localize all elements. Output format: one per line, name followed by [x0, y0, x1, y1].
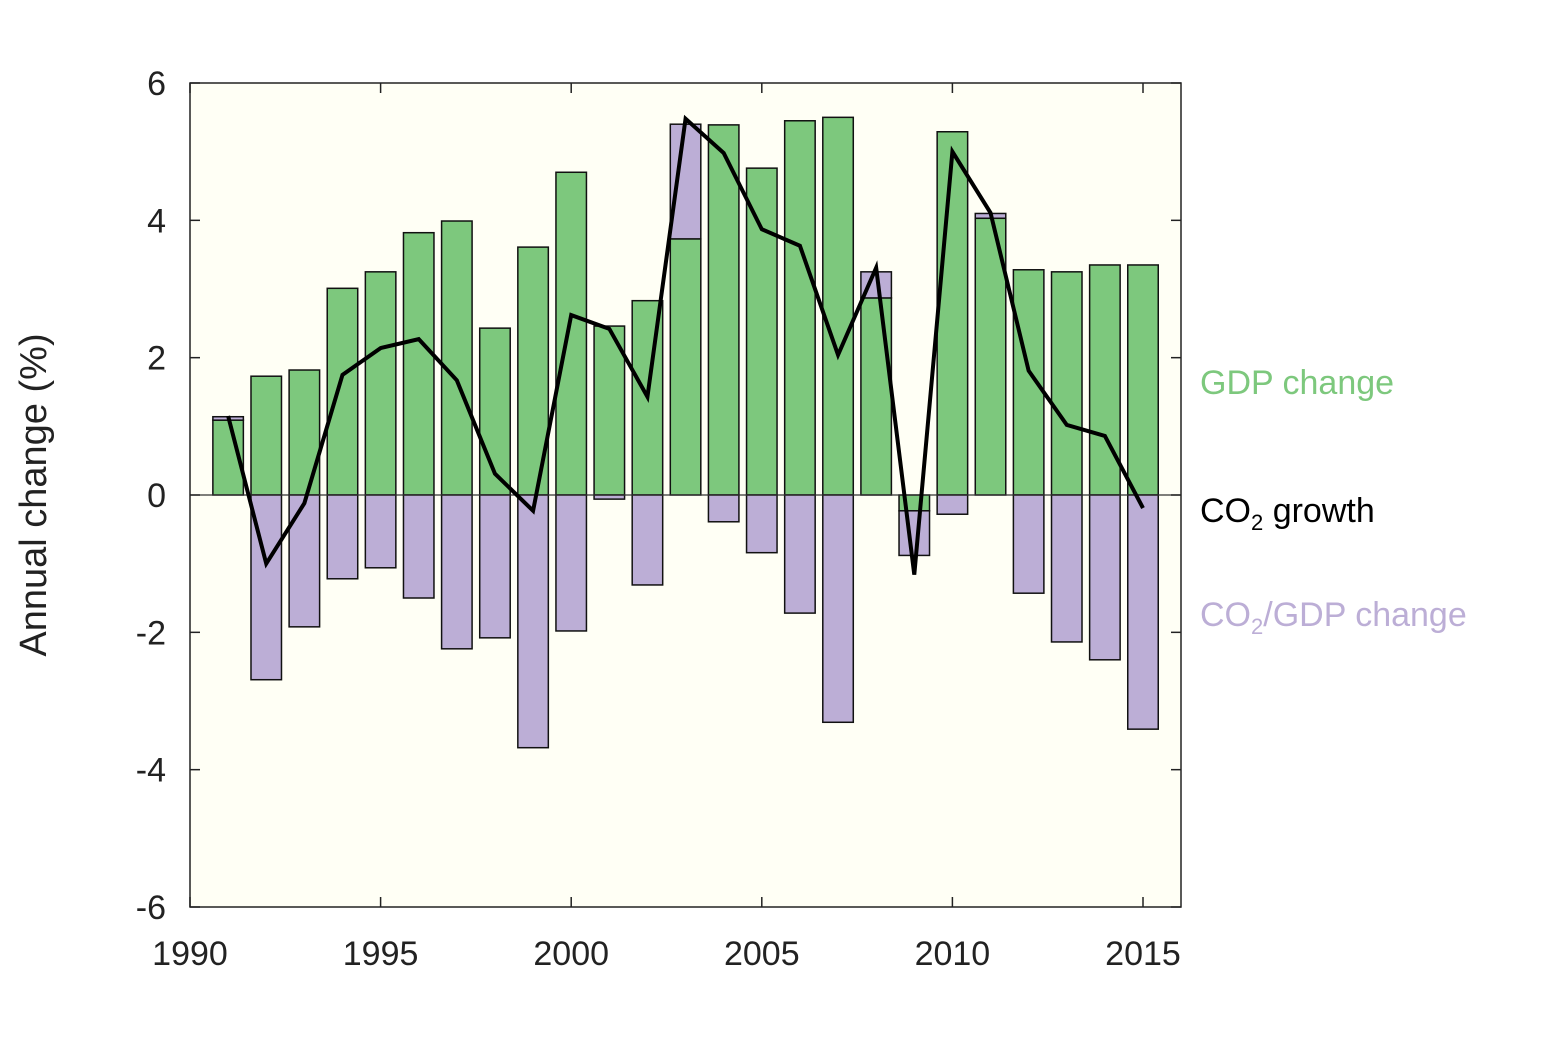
- gdp-bar: [822, 116, 855, 496]
- legend-int-main: CO: [1200, 596, 1251, 634]
- co2-growth-line: [226, 114, 1145, 575]
- co2-gdp-bar: [1127, 494, 1159, 730]
- y-tick-label: 2: [147, 340, 166, 378]
- co2-gdp-bar: [517, 494, 550, 749]
- gdp-bar: [364, 271, 397, 496]
- co2-gdp-bar: [440, 494, 473, 650]
- legend-int-rest: /GDP change: [1263, 596, 1467, 634]
- co2-gdp-bar: [478, 494, 511, 639]
- gdp-bar: [288, 369, 321, 496]
- legend-co2-sub: 2: [1251, 510, 1263, 535]
- co2-gdp-bar: [783, 494, 816, 614]
- gdp-bar: [1050, 271, 1083, 496]
- gdp-bar: [783, 120, 816, 496]
- x-tick-label: 2005: [724, 935, 800, 973]
- co2-gdp-bar: [555, 494, 588, 632]
- y-tick-label: 6: [147, 65, 166, 103]
- gdp-bar: [250, 375, 283, 496]
- gdp-bar: [478, 327, 511, 496]
- y-tick-label: 4: [147, 202, 166, 240]
- co2-gdp-bar: [326, 494, 359, 580]
- y-tick-label: -6: [136, 889, 166, 927]
- co2-gdp-bar: [1050, 494, 1083, 643]
- co2-gdp-bar: [936, 494, 969, 515]
- gdp-bar: [555, 171, 588, 496]
- legend-gdp: GDP change: [1200, 364, 1394, 402]
- axis-ticks: 1990 1995 2000 2005 2010 2015 6 4 2 0 -2 -4 -6: [136, 65, 1181, 973]
- co2-gdp-bar: [402, 494, 435, 599]
- gdp-bar: [1127, 264, 1159, 496]
- legend-co2-gdp: CO2/GDP change: [1200, 596, 1467, 639]
- co2-gdp-bar: [1088, 494, 1121, 661]
- gdp-bar: [326, 287, 359, 496]
- gdp-bar: [440, 220, 473, 496]
- y-tick-label: -2: [136, 614, 166, 652]
- co2-gdp-bar: [593, 494, 626, 500]
- x-tick-label: 2015: [1105, 935, 1181, 973]
- x-tick-label: 2010: [915, 935, 991, 973]
- gdp-bar: [974, 217, 1007, 496]
- y-tick-label: 0: [147, 477, 166, 515]
- co2-gdp-bar: [822, 494, 855, 724]
- co2-gdp-bar: [631, 494, 664, 586]
- gdp-bar: [936, 131, 969, 496]
- legend-co2-growth: CO2 growth: [1200, 492, 1375, 535]
- legend-co2-rest: growth: [1263, 492, 1375, 530]
- gdp-bar: [860, 297, 893, 496]
- legend-int-sub: 2: [1251, 614, 1263, 639]
- co2-gdp-bar: [707, 494, 740, 523]
- x-tick-label: 1990: [152, 935, 228, 973]
- x-tick-label: 2000: [533, 935, 609, 973]
- co2-gdp-bar: [288, 494, 321, 628]
- co2-gdp-bar: [364, 494, 397, 569]
- gdp-bar: [1012, 269, 1045, 496]
- gdp-bar: [593, 325, 626, 496]
- co2-gdp-bar: [669, 123, 702, 240]
- x-tick-label: 1995: [343, 935, 419, 973]
- gdp-bar: [669, 238, 702, 496]
- co2-gdp-bar: [898, 510, 931, 557]
- gdp-bar: [745, 167, 778, 496]
- gdp-bar: [1088, 264, 1121, 496]
- co2-gdp-bar: [1012, 494, 1045, 594]
- y-axis-label: Annual change (%): [13, 333, 55, 656]
- bars: [212, 116, 1159, 749]
- y-tick-label: -4: [136, 752, 166, 790]
- gdp-bar: [707, 124, 740, 496]
- legend-co2-main: CO: [1200, 492, 1251, 530]
- plot-frame: [189, 82, 1182, 908]
- co2-gdp-bar: [745, 494, 778, 554]
- gdp-bar: [402, 231, 435, 496]
